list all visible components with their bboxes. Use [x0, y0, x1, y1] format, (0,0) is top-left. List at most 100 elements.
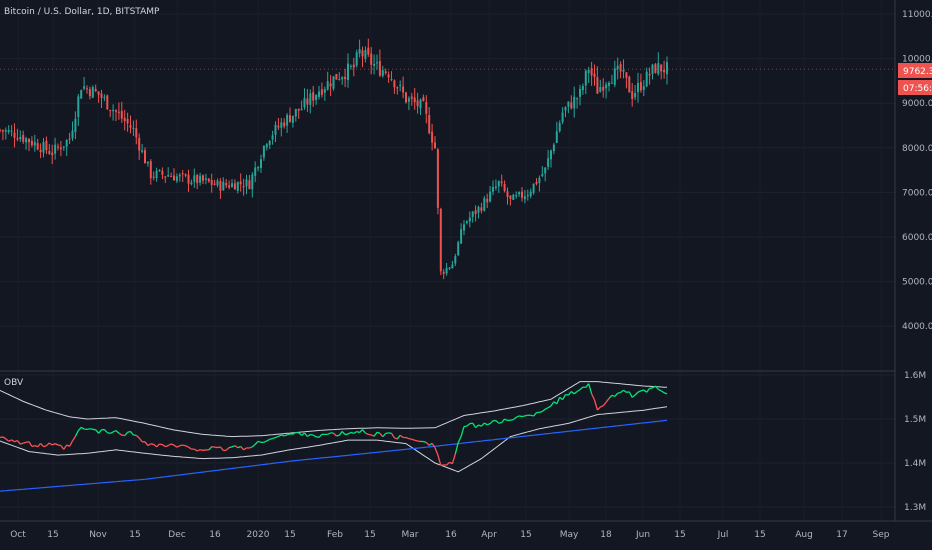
time-axis-tick[interactable]: 15	[47, 530, 58, 540]
candle-body	[0, 129, 1, 131]
candle-body	[471, 211, 474, 217]
candle-body	[439, 209, 442, 272]
candle-body	[68, 138, 71, 140]
candle-body	[521, 191, 523, 198]
candle-body	[642, 86, 645, 90]
obv-line-segment	[457, 436, 462, 443]
time-axis-tick[interactable]: 16	[209, 530, 221, 540]
time-axis-tick[interactable]: 17	[836, 530, 847, 540]
obv-axis-tick[interactable]: 1.4M	[904, 459, 926, 469]
time-axis-tick[interactable]: 16	[445, 530, 457, 540]
time-axis-tick[interactable]: Apr	[481, 530, 497, 540]
obv-line-segment	[144, 441, 149, 446]
obv-line-segment	[405, 436, 410, 440]
price-axis-tick[interactable]: 10000.00	[902, 55, 932, 65]
obv-line-segment	[54, 443, 59, 446]
time-axis-tick[interactable]: Feb	[327, 530, 343, 540]
price-axis-tick[interactable]: 8000.00	[902, 144, 932, 154]
obv-line-segment	[382, 432, 387, 438]
candle-body	[97, 91, 100, 95]
candle-body	[605, 84, 608, 89]
obv-line-segment	[74, 430, 79, 437]
time-axis-tick[interactable]: Mar	[402, 530, 419, 540]
obv-line-segment	[593, 399, 599, 411]
candle-body	[544, 167, 547, 174]
candle-body	[65, 140, 68, 147]
candle-body	[175, 176, 178, 182]
time-axis-tick[interactable]: 15	[364, 530, 375, 540]
last-price-value: 9762.35	[903, 67, 932, 77]
obv-line-segment	[307, 433, 311, 438]
obv-title[interactable]: OBV	[4, 378, 24, 388]
obv-line-segment	[269, 437, 273, 440]
obv-line-segment	[25, 441, 30, 443]
obv-line-segment	[23, 441, 27, 444]
price-axis-tick[interactable]: 11000.00	[902, 10, 932, 20]
candle-body	[28, 138, 30, 143]
price-axis-tick[interactable]: 5000.00	[902, 278, 932, 288]
obv-line-segment	[576, 389, 581, 393]
time-axis-tick[interactable]: Aug	[795, 530, 813, 540]
obv-line-segment	[225, 447, 230, 451]
obv-axis-tick[interactable]: 1.3M	[904, 503, 926, 513]
candle-body	[312, 92, 315, 101]
candle-body	[413, 97, 416, 103]
candle-body	[631, 91, 634, 100]
candle-body	[42, 142, 45, 153]
obv-line-segment	[138, 437, 143, 443]
time-axis-tick[interactable]: 2020	[247, 530, 270, 540]
time-axis-tick[interactable]: Jun	[635, 530, 650, 540]
time-axis-tick[interactable]: 15	[674, 530, 685, 540]
time-axis-tick[interactable]: Jul	[717, 530, 729, 540]
obv-line-segment	[2, 436, 7, 440]
obv-line-segment	[318, 433, 323, 438]
candle-body	[378, 60, 381, 76]
time-axis-tick[interactable]: 18	[600, 530, 612, 540]
obv-line-segment	[344, 433, 349, 436]
time-axis-tick[interactable]: 15	[284, 530, 295, 540]
obv-line-segment	[620, 389, 624, 394]
price-axis-tick[interactable]: 6000.00	[902, 233, 932, 243]
candle-body	[167, 175, 170, 177]
candle-body	[161, 170, 164, 175]
time-axis-tick[interactable]: May	[560, 530, 579, 540]
obv-line-segment	[86, 428, 91, 430]
obv-line-segment	[34, 445, 38, 448]
candle-body	[268, 140, 271, 145]
candle-body	[152, 176, 155, 178]
candle-body	[323, 89, 326, 93]
obv-line-segment	[646, 387, 651, 393]
obv-line-segment	[127, 430, 131, 433]
obv-axis-tick[interactable]: 1.6M	[904, 371, 926, 381]
candle-body	[628, 76, 631, 93]
obv-line-segment	[440, 464, 444, 467]
time-axis-tick[interactable]: Nov	[89, 530, 107, 540]
time-axis-tick[interactable]: 15	[754, 530, 765, 540]
candle-body	[454, 256, 457, 264]
candle-body	[393, 80, 396, 88]
obv-line-segment	[356, 430, 360, 434]
candle-body	[480, 207, 483, 211]
candle-body	[358, 49, 361, 54]
price-axis-tick[interactable]: 7000.00	[902, 188, 932, 198]
time-axis-tick[interactable]: 15	[520, 530, 531, 540]
candle-body	[567, 101, 570, 107]
obv-line-segment	[547, 405, 552, 409]
time-axis-tick[interactable]: Oct	[10, 530, 26, 540]
time-axis-tick[interactable]: 15	[129, 530, 140, 540]
time-axis-tick[interactable]: Sep	[873, 530, 890, 540]
candle-body	[199, 175, 202, 183]
time-axis-tick[interactable]: Dec	[168, 530, 185, 540]
obv-axis-tick[interactable]: 1.5M	[904, 415, 926, 425]
price-axis-tick[interactable]: 9000.00	[902, 99, 932, 109]
obv-line-segment	[510, 418, 514, 421]
candle-body	[251, 174, 254, 190]
price-axis-tick[interactable]: 4000.00	[902, 322, 932, 332]
candle-body	[10, 130, 13, 132]
candle-body	[132, 127, 135, 129]
obv-line-segment	[60, 445, 65, 450]
candle-body	[115, 110, 117, 112]
symbol-title[interactable]: Bitcoin / U.S. Dollar, 1D, BITSTAMP	[4, 7, 160, 17]
